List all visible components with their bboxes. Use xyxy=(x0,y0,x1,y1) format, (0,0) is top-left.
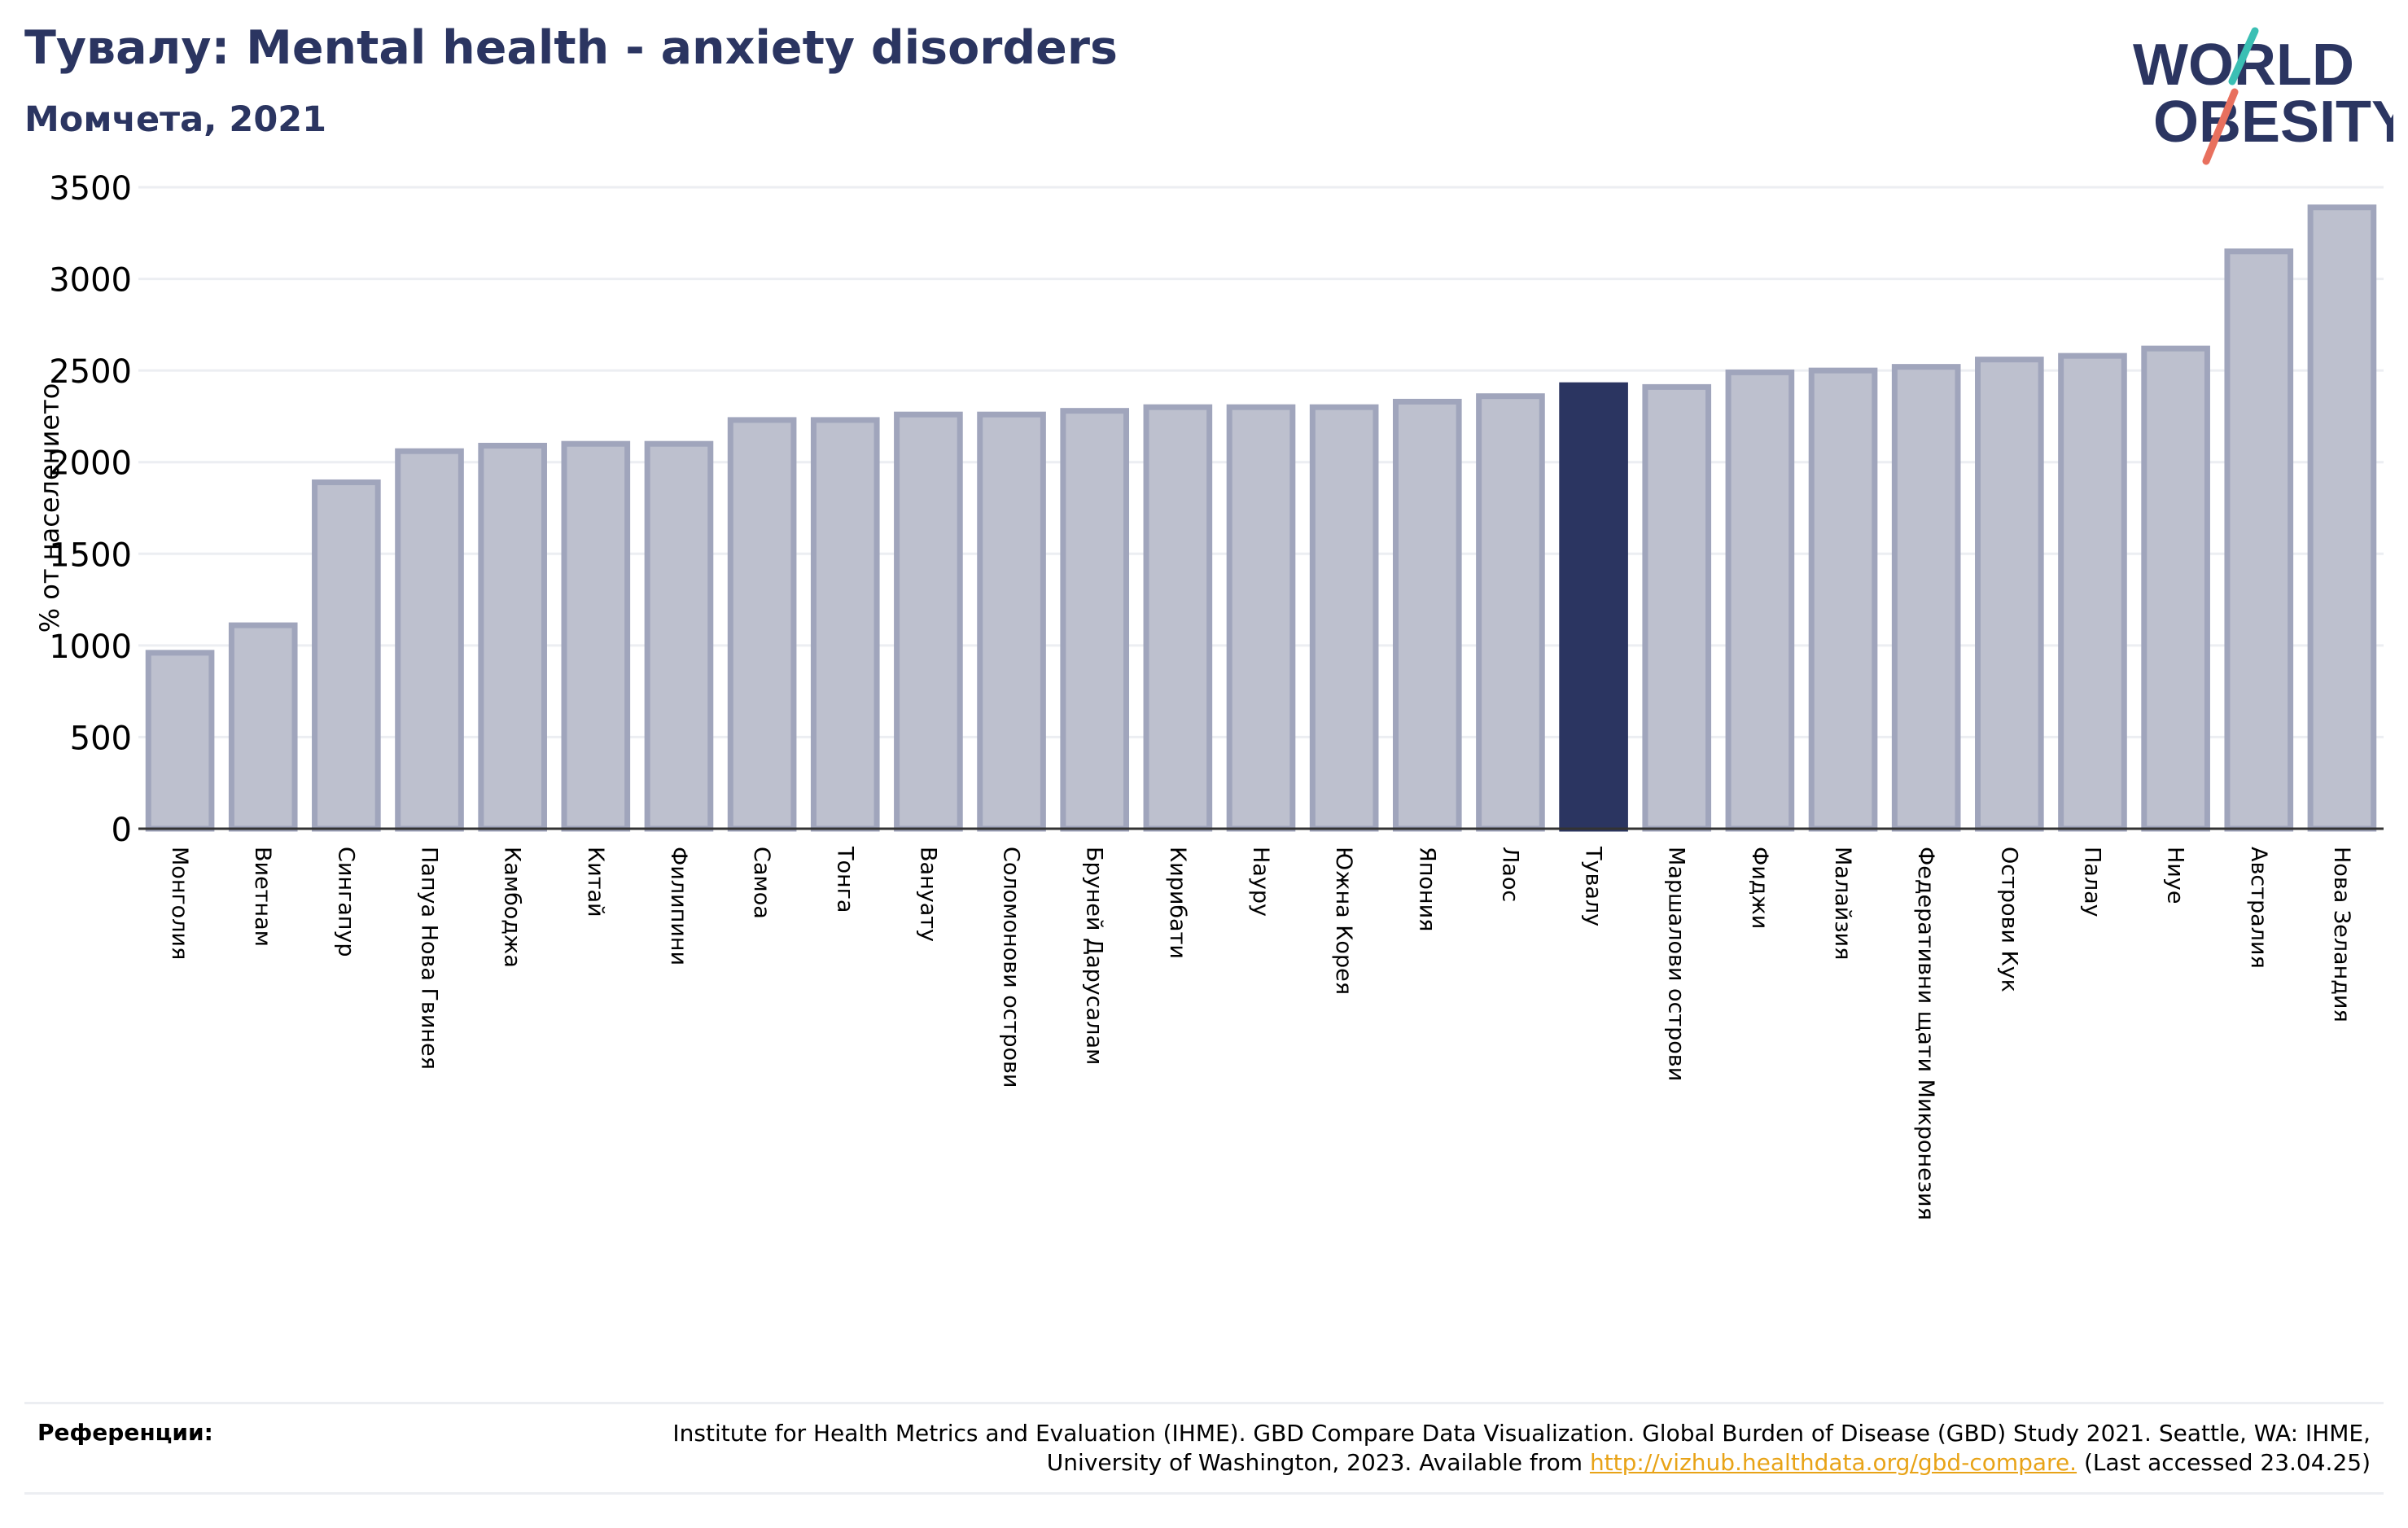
references-footer: Референции: Institute for Health Metrics… xyxy=(24,1402,2384,1495)
bar-14 xyxy=(1226,404,1296,832)
chart-title: Тувалу: Mental health - anxiety disorder… xyxy=(24,21,1118,75)
x-tick-label: Бруней Дарусалам xyxy=(1082,847,1107,1065)
y-tick-label: 500 xyxy=(70,720,132,757)
chart-subtitle: Момчета, 2021 xyxy=(24,99,327,140)
bar-16 xyxy=(1392,398,1462,832)
x-tick-label: Лаос xyxy=(1497,847,1522,902)
bar-26 xyxy=(2224,248,2294,832)
references-label: Референции: xyxy=(37,1419,213,1446)
world-obesity-logo: WORLD OBESITY xyxy=(2133,27,2393,165)
bar-7 xyxy=(644,440,714,832)
y-axis-ticks: 0 500 1000 1500 2000 2500 3000 3500 xyxy=(49,170,132,849)
bar-12 xyxy=(1060,408,1130,832)
bar-11 xyxy=(977,411,1046,832)
x-tick-label: Камбоджа xyxy=(500,847,525,968)
x-tick-label: Острови Кук xyxy=(1996,847,2021,992)
bar-8 xyxy=(727,417,797,832)
y-tick-label: 3000 xyxy=(49,262,132,300)
x-tick-label: Маршалови острови xyxy=(1664,847,1689,1081)
x-tick-label: Соломонови острови xyxy=(999,847,1024,1088)
bars xyxy=(145,204,2377,832)
x-tick-label: Тонга xyxy=(832,846,857,913)
x-tick-label: Самоа xyxy=(749,847,774,919)
x-tick-label: Австралия xyxy=(2246,847,2271,969)
bar-4 xyxy=(395,448,464,832)
x-tick-label: Вануату xyxy=(915,847,940,942)
bar-23 xyxy=(1975,357,2044,832)
x-tick-label: Федеративни щати Микронезия xyxy=(1913,847,1938,1220)
x-tick-label: Палау xyxy=(2079,847,2104,917)
x-tick-label: Науру xyxy=(1248,847,1273,917)
y-tick-label: 3500 xyxy=(49,170,132,208)
y-tick-label: 1500 xyxy=(49,536,132,574)
x-tick-label: Южна Корея xyxy=(1331,847,1356,995)
x-tick-label: Филипини xyxy=(666,847,691,965)
y-tick-label: 2000 xyxy=(49,445,132,483)
logo-line2: OBESITY xyxy=(2153,90,2393,155)
bar-6 xyxy=(561,440,631,832)
references-link[interactable]: http://vizhub.healthdata.org/gbd-compare… xyxy=(1589,1449,2077,1476)
x-tick-label: Фиджи xyxy=(1747,847,1772,929)
bar-25 xyxy=(2141,345,2210,832)
bar-18 xyxy=(1559,382,1628,832)
bar-27 xyxy=(2307,204,2377,832)
bar-2 xyxy=(228,622,298,832)
bar-9 xyxy=(810,417,880,832)
bar-5 xyxy=(478,442,547,832)
bar-20 xyxy=(1725,369,1795,832)
bar-17 xyxy=(1476,393,1545,832)
logo-slash-coral xyxy=(2202,88,2239,165)
y-tick-label: 0 xyxy=(112,812,132,849)
x-tick-label: Папуа Нова Гвинея xyxy=(417,847,442,1070)
x-tick-label: Тувалу xyxy=(1581,846,1606,926)
y-tick-label: 2500 xyxy=(49,353,132,391)
x-axis-ticks: Монголия Виетнам Сингапур Папуа Нова Гвинея… xyxy=(167,846,2354,1220)
bar-chart: 0 500 1000 1500 2000 2500 3000 3500 Монголия Вие… xyxy=(34,170,2384,1220)
x-tick-label: Сингапур xyxy=(333,847,358,957)
bar-15 xyxy=(1309,404,1379,832)
x-tick-label: Нова Зеландия xyxy=(2329,847,2354,1022)
x-tick-label: Ниуе xyxy=(2163,847,2188,904)
x-tick-label: Япония xyxy=(1414,847,1439,931)
bar-21 xyxy=(1808,367,1878,832)
bar-13 xyxy=(1143,404,1213,832)
x-tick-label: Малайзия xyxy=(1830,847,1855,960)
bar-3 xyxy=(312,479,381,832)
x-tick-label: Монголия xyxy=(167,847,192,960)
bar-24 xyxy=(2058,352,2127,832)
references-accessed: (Last accessed 23.04.25) xyxy=(2083,1449,2371,1476)
references-text: Institute for Health Metrics and Evaluat… xyxy=(580,1419,2371,1478)
references-citation: Institute for Health Metrics and Evaluat… xyxy=(672,1420,2371,1476)
bar-19 xyxy=(1642,383,1712,832)
y-tick-label: 1000 xyxy=(49,628,132,666)
bar-22 xyxy=(1891,364,1961,832)
bar-1 xyxy=(145,650,215,832)
y-axis-label: % от населението xyxy=(34,383,65,633)
x-tick-label: Китай xyxy=(583,847,608,917)
x-tick-label: Виетнам xyxy=(250,847,275,947)
bar-10 xyxy=(894,411,963,832)
x-tick-label: Кирибати xyxy=(1165,847,1190,959)
logo-slash-teal xyxy=(2228,27,2259,85)
